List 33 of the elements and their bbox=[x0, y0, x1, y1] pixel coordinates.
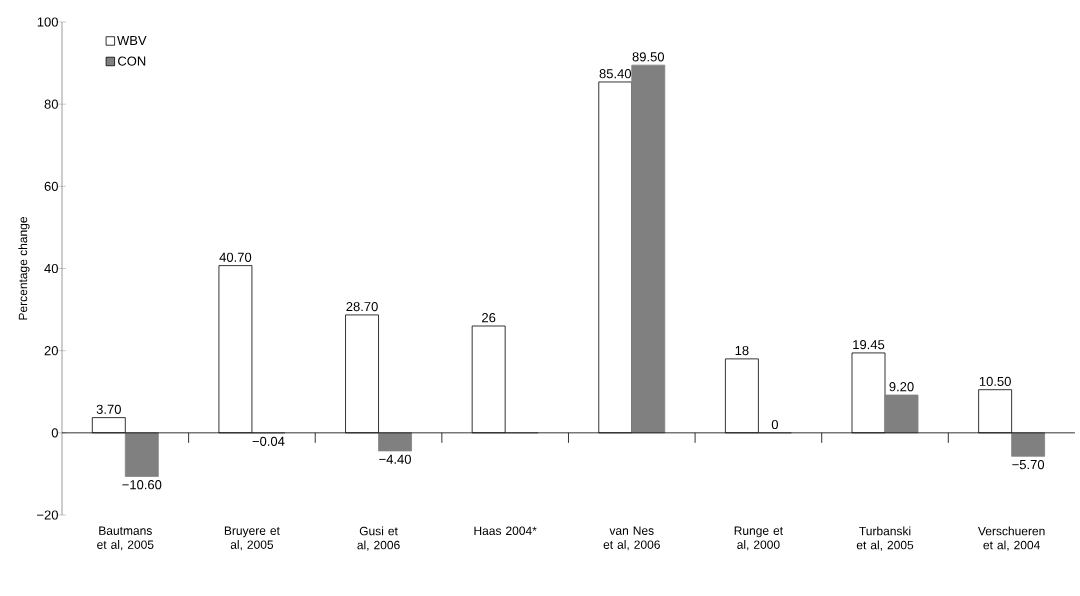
y-tick-label: 100 bbox=[37, 17, 58, 27]
data-label: 9.20 bbox=[889, 382, 914, 392]
data-label: 26 bbox=[482, 313, 496, 323]
data-label: 40.70 bbox=[219, 252, 252, 262]
data-label: 0 bbox=[771, 419, 778, 430]
x-tick-label: Gusi et al, 2006 bbox=[357, 526, 400, 551]
legend-label: WBV bbox=[117, 36, 147, 45]
data-label: −4.40 bbox=[379, 454, 411, 464]
x-tick-label: Haas 2004* bbox=[474, 526, 537, 536]
y-axis-title: Percentage change bbox=[18, 217, 30, 320]
data-label: 85.40 bbox=[599, 69, 632, 79]
legend-label: CON bbox=[118, 56, 146, 66]
data-label: 19.45 bbox=[853, 340, 885, 350]
data-label: −0.04 bbox=[252, 436, 285, 446]
data-label: 10.50 bbox=[979, 376, 1011, 386]
y-tick-label: 60 bbox=[44, 181, 58, 191]
x-tick-label: Turbanski et al, 2005 bbox=[856, 526, 914, 551]
y-tick-label: −20 bbox=[37, 510, 58, 520]
data-label: −5.70 bbox=[1012, 459, 1045, 470]
data-label: 89.50 bbox=[632, 52, 665, 62]
x-tick-label: van Nes et al, 2006 bbox=[603, 526, 660, 551]
x-tick-label: Bruyere et al, 2005 bbox=[224, 526, 280, 551]
y-tick-label: 0 bbox=[51, 428, 58, 438]
y-tick-label: 80 bbox=[44, 99, 58, 109]
y-tick-label: 20 bbox=[44, 346, 58, 356]
data-label: 18 bbox=[735, 345, 749, 356]
x-tick-label: Verschueren et al, 2004 bbox=[977, 526, 1045, 551]
data-label: −10.60 bbox=[122, 480, 162, 490]
y-tick-label: 40 bbox=[44, 263, 58, 274]
x-tick-label: Bautmans et al, 2005 bbox=[97, 526, 154, 551]
data-label: 28.70 bbox=[346, 301, 378, 312]
x-tick-label: Runge et al, 2000 bbox=[734, 526, 783, 551]
data-label: 3.70 bbox=[96, 404, 121, 414]
